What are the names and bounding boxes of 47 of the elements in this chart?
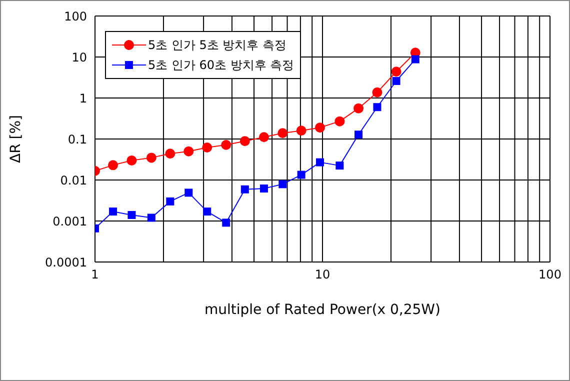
legend-label: 5초 인가 60초 방치후 측정 <box>148 56 294 74</box>
point <box>372 87 382 98</box>
point <box>184 146 194 156</box>
point <box>334 116 345 126</box>
point <box>296 126 306 136</box>
point <box>315 122 325 133</box>
point <box>278 180 287 188</box>
point <box>391 66 402 77</box>
point <box>108 160 118 170</box>
point <box>354 103 364 114</box>
x-tick-label: 1 <box>91 268 99 282</box>
point <box>240 185 249 194</box>
point <box>354 130 363 139</box>
point <box>165 148 176 159</box>
point <box>336 162 344 170</box>
point <box>166 197 174 206</box>
point <box>202 142 212 153</box>
point <box>128 211 136 220</box>
y-tick-label: 0.001 <box>52 214 87 228</box>
y-tick-label: 0.0001 <box>45 255 87 270</box>
point <box>184 188 193 197</box>
point <box>147 214 156 222</box>
point <box>373 103 382 112</box>
point <box>146 152 156 163</box>
y-tick-label: 10 <box>72 50 87 64</box>
point <box>278 128 288 138</box>
x-tick-label: 10 <box>314 268 330 282</box>
point <box>392 76 400 85</box>
legend-label: 5초 인가 5초 방치후 측정 <box>148 36 287 54</box>
y-tick-label: 1 <box>79 91 87 106</box>
point <box>240 136 250 146</box>
point <box>316 158 324 166</box>
x-tick-label: 100 <box>538 268 562 282</box>
point <box>222 218 230 227</box>
point <box>126 155 137 166</box>
point <box>258 132 269 142</box>
y-axis-title: ΔR [%] <box>8 115 24 163</box>
y-tick-label: 100 <box>64 9 87 24</box>
point <box>221 140 232 150</box>
point <box>203 208 212 216</box>
point <box>109 208 118 216</box>
point <box>260 184 268 193</box>
y-tick-label: 0.01 <box>60 173 87 188</box>
y-tick-label: 0.1 <box>68 132 87 146</box>
point <box>411 55 420 64</box>
point <box>297 170 306 179</box>
x-axis-title: multiple of Rated Power(x 0,25W) <box>204 302 441 318</box>
